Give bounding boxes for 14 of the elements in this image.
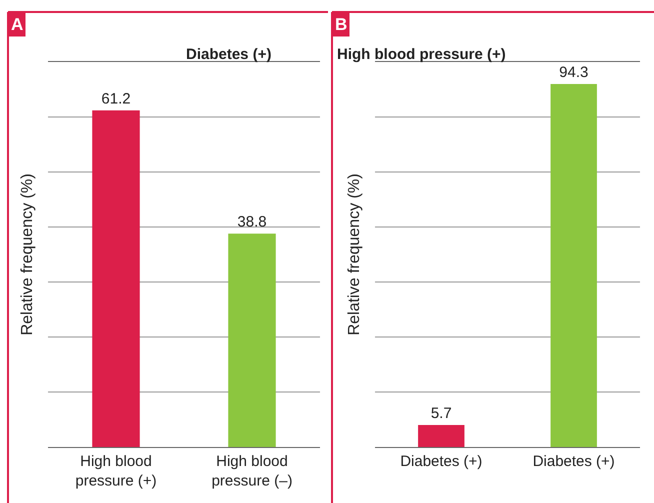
x-tick-label: High blood pressure (–) [212, 453, 292, 490]
data-label: 38.8 [237, 214, 267, 231]
y-axis-title: Relative frequency (%) [18, 174, 36, 336]
x-tick-label: Diabetes (+) [400, 453, 482, 470]
x-tick-label: Diabetes (+) [532, 453, 615, 470]
data-label: 5.7 [430, 405, 452, 422]
x-tick-label: High blood pressure (+) [75, 453, 157, 490]
data-label: 94.3 [559, 64, 588, 81]
chart-title: Diabetes (+) [186, 46, 272, 63]
text: A [11, 15, 24, 34]
data-label: 61.2 [101, 90, 131, 108]
chart-title: High blood pressure (+) [337, 46, 506, 63]
y-axis-title: Relative frequency (%) [346, 174, 363, 336]
text: B [335, 15, 348, 34]
